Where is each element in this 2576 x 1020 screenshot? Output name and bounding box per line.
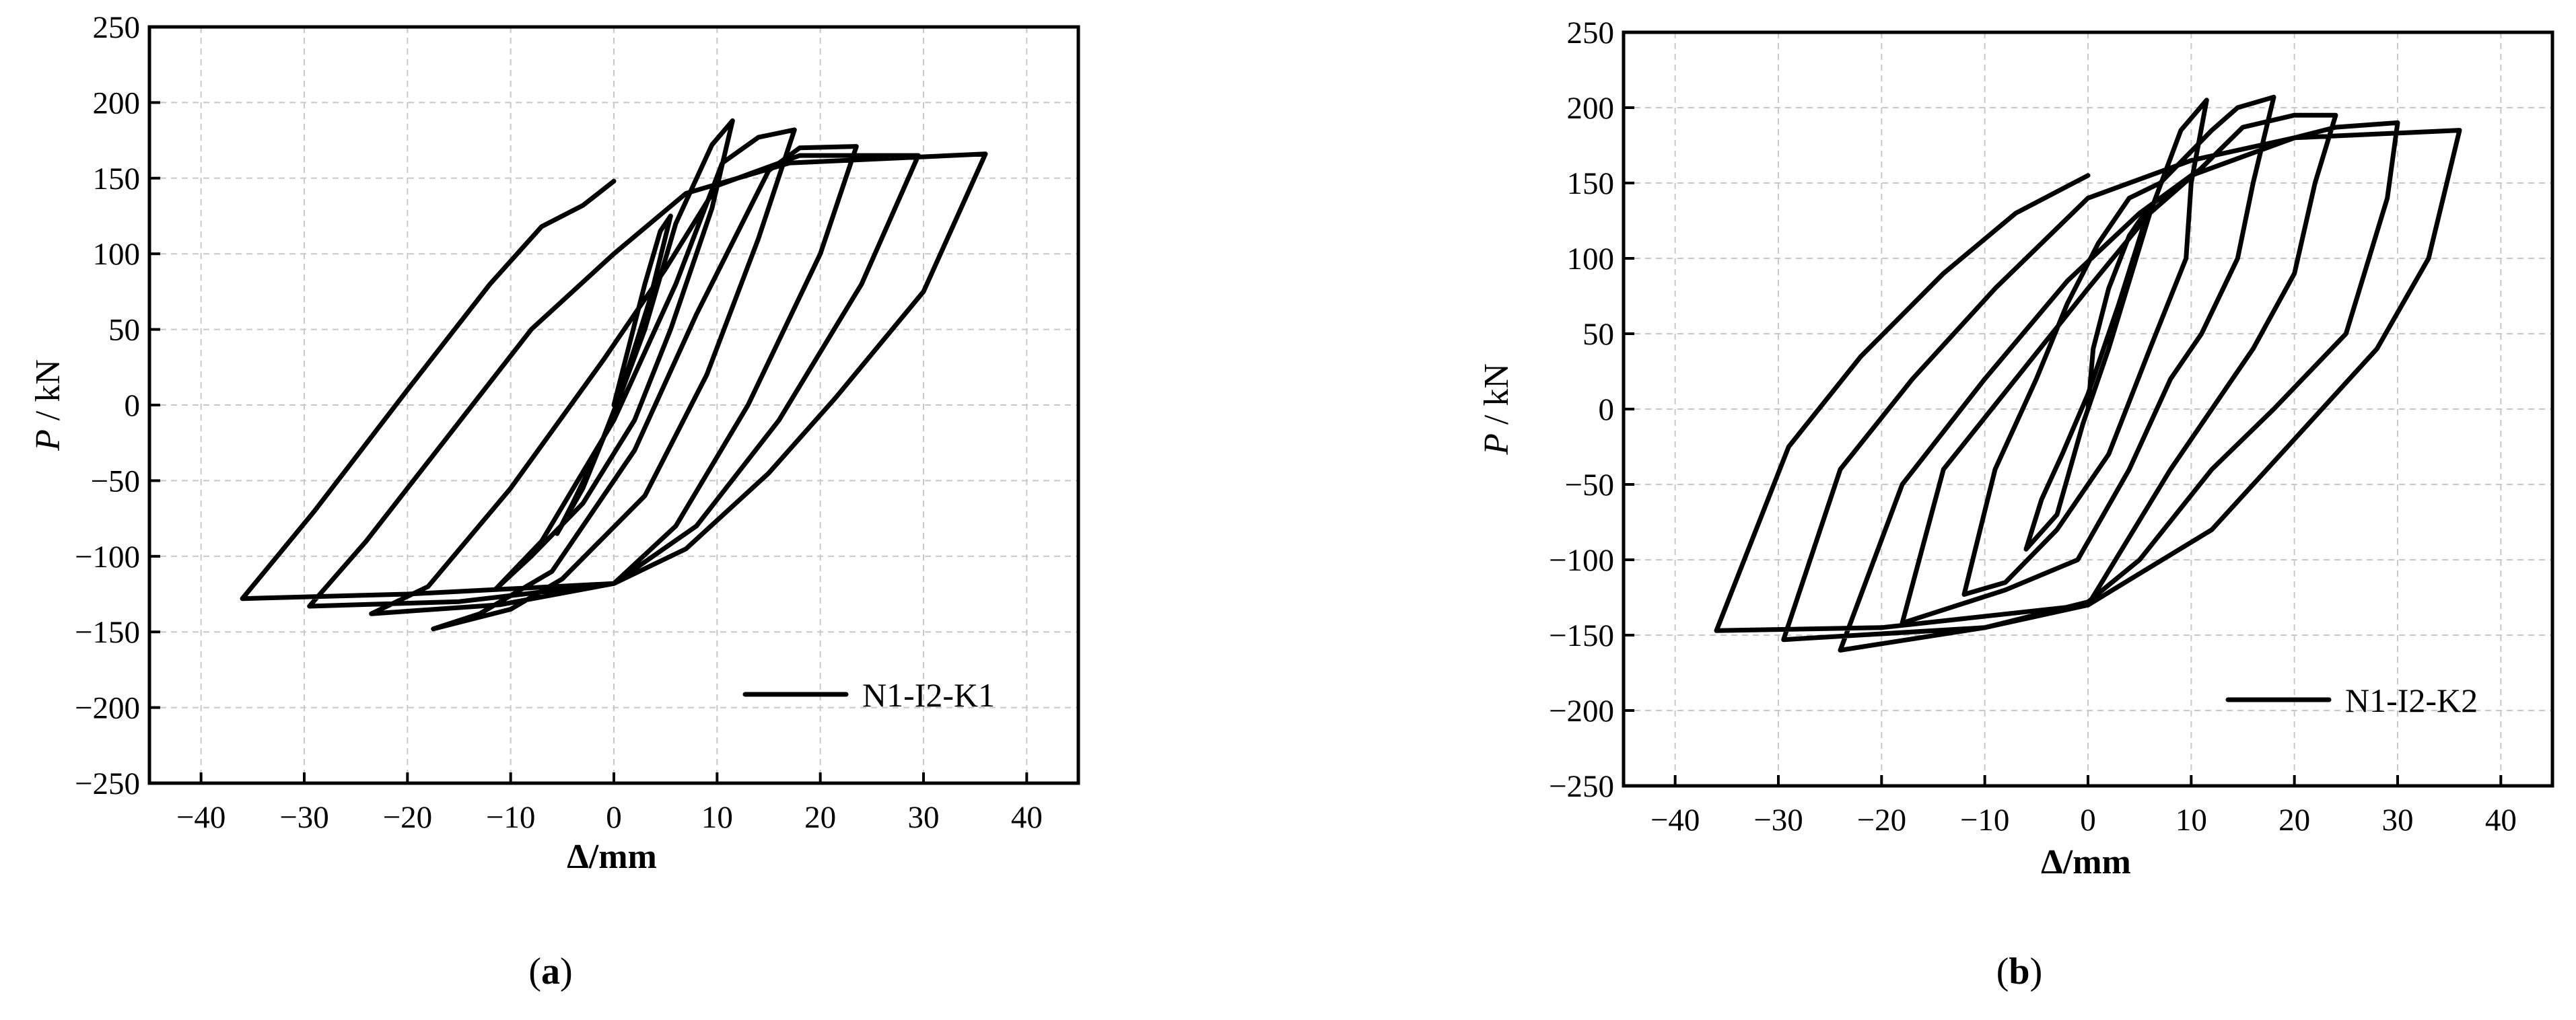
panel-label-letter: a	[541, 951, 560, 992]
y-tick-label: −250	[75, 766, 140, 801]
x-tick-label: 30	[908, 800, 940, 835]
y-tick-label: −150	[1549, 618, 1614, 653]
y-axis-title: P / kN	[1477, 363, 1516, 456]
y-tick-label: −150	[75, 615, 140, 650]
y-axis-title: P / kN	[29, 359, 67, 451]
y-tick-label: 50	[108, 313, 140, 348]
y-tick-label: 150	[93, 161, 141, 196]
y-axis-title-unit: / kN	[29, 359, 67, 429]
y-tick-label: 250	[1567, 15, 1615, 50]
hysteresis-curve-N1-I2-K1	[240, 118, 988, 632]
y-axis-title-symbol: P	[1477, 433, 1516, 456]
hysteresis-curve-N1-I2-K2	[1714, 94, 2462, 653]
x-tick-label: −10	[1960, 803, 2010, 838]
panel-label-close-paren: )	[2030, 951, 2043, 992]
panel-label: (a)	[528, 951, 572, 992]
y-tick-label: −200	[1549, 694, 1614, 729]
y-tick-label: 200	[93, 85, 141, 120]
x-tick-label: −30	[1753, 803, 1803, 838]
panel-label-open-paren: (	[1996, 951, 2009, 992]
x-tick-label: 0	[2080, 803, 2096, 838]
y-tick-label: 50	[1582, 317, 1614, 352]
y-tick-label: −100	[1549, 543, 1614, 578]
x-tick-label: −40	[176, 800, 226, 835]
y-tick-label: 200	[1567, 91, 1615, 126]
y-axis-title-symbol: P	[29, 429, 67, 451]
x-tick-label: −20	[1857, 803, 1907, 838]
panel-label-letter: b	[2009, 951, 2029, 992]
y-tick-label: 100	[93, 237, 141, 272]
y-tick-label: 0	[125, 388, 141, 423]
x-tick-label: −30	[279, 800, 329, 835]
x-tick-label: 10	[701, 800, 733, 835]
y-tick-label: 100	[1567, 242, 1615, 277]
x-tick-label: −20	[383, 800, 433, 835]
chart-panel-b: −40 −30 −20 −10 0 10 20 30 40−250−200−150−100−50…	[1477, 15, 2554, 992]
y-tick-label: 150	[1567, 166, 1615, 201]
y-tick-label: −50	[1564, 468, 1614, 503]
x-tick-label: −40	[1650, 803, 1700, 838]
x-tick-label: 40	[2485, 803, 2517, 838]
legend-label: N1-I2-K2	[2345, 682, 2478, 719]
y-tick-label: −200	[75, 691, 140, 726]
panel-label: (b)	[1996, 951, 2042, 992]
x-tick-label: 40	[1011, 800, 1043, 835]
y-tick-label: 250	[93, 10, 141, 45]
x-tick-label: −10	[486, 800, 536, 835]
x-tick-label: 30	[2382, 803, 2414, 838]
panel-label-open-paren: (	[528, 951, 541, 992]
chart-panel-a: −40 −30 −20 −10 0 10 20 30 40−250−200−150−100−50…	[29, 10, 1080, 992]
y-tick-label: −100	[75, 540, 140, 575]
x-tick-label: 10	[2175, 803, 2207, 838]
x-tick-label: 20	[2278, 803, 2310, 838]
y-tick-label: −250	[1549, 769, 1614, 804]
y-tick-label: 0	[1599, 392, 1615, 427]
x-tick-label: 20	[804, 800, 836, 835]
y-axis-title-unit: / kN	[1477, 363, 1516, 433]
y-tick-label: −50	[90, 464, 140, 499]
x-tick-label: 0	[606, 800, 622, 835]
x-axis-title: Δ/mm	[567, 838, 657, 876]
panel-label-close-paren: )	[560, 951, 573, 992]
x-axis-title: Δ/mm	[2041, 843, 2131, 881]
legend-label: N1-I2-K1	[862, 676, 995, 714]
